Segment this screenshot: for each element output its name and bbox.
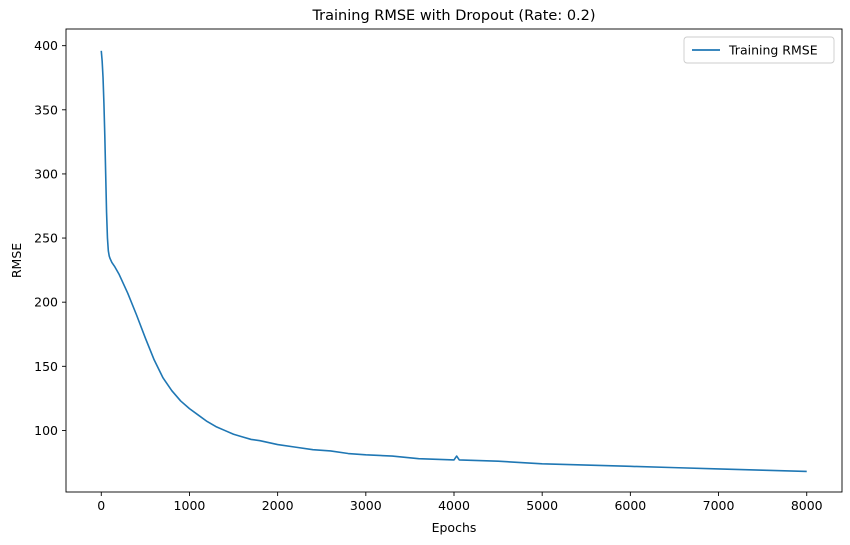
y-tick-label: 250 bbox=[34, 231, 58, 246]
x-tick-label: 8000 bbox=[791, 498, 823, 513]
x-tick-label: 1000 bbox=[174, 498, 206, 513]
x-tick-label: 2000 bbox=[262, 498, 294, 513]
y-axis-ticks: 100 150 200 250 300 350 400 bbox=[34, 38, 66, 438]
chart-title: Training RMSE with Dropout (Rate: 0.2) bbox=[311, 8, 595, 24]
series-line-0 bbox=[100, 50, 807, 473]
plot-area bbox=[65, 28, 843, 493]
x-tick-label: 5000 bbox=[526, 498, 558, 513]
x-tick-label: 6000 bbox=[614, 498, 646, 513]
y-tick-label: 400 bbox=[34, 38, 58, 53]
y-tick-label: 350 bbox=[34, 102, 58, 117]
x-tick-label: 4000 bbox=[438, 498, 470, 513]
x-axis-label: Epochs bbox=[432, 520, 477, 535]
legend: Training RMSE bbox=[683, 36, 835, 64]
legend-box bbox=[683, 36, 835, 64]
plot-background bbox=[66, 29, 842, 492]
x-tick-label: 7000 bbox=[703, 498, 735, 513]
x-tick-label: 0 bbox=[97, 498, 105, 513]
y-tick-label: 150 bbox=[34, 359, 58, 374]
x-tick-label: 3000 bbox=[350, 498, 382, 513]
y-tick-label: 300 bbox=[34, 166, 58, 181]
y-axis-label: RMSE bbox=[9, 243, 24, 278]
y-tick-label: 100 bbox=[34, 423, 58, 438]
y-tick-label: 200 bbox=[34, 295, 58, 310]
legend-entry: Training RMSE bbox=[728, 43, 818, 58]
x-axis-ticks: 0 1000 2000 3000 4000 5000 6000 7000 8000 bbox=[97, 492, 823, 513]
